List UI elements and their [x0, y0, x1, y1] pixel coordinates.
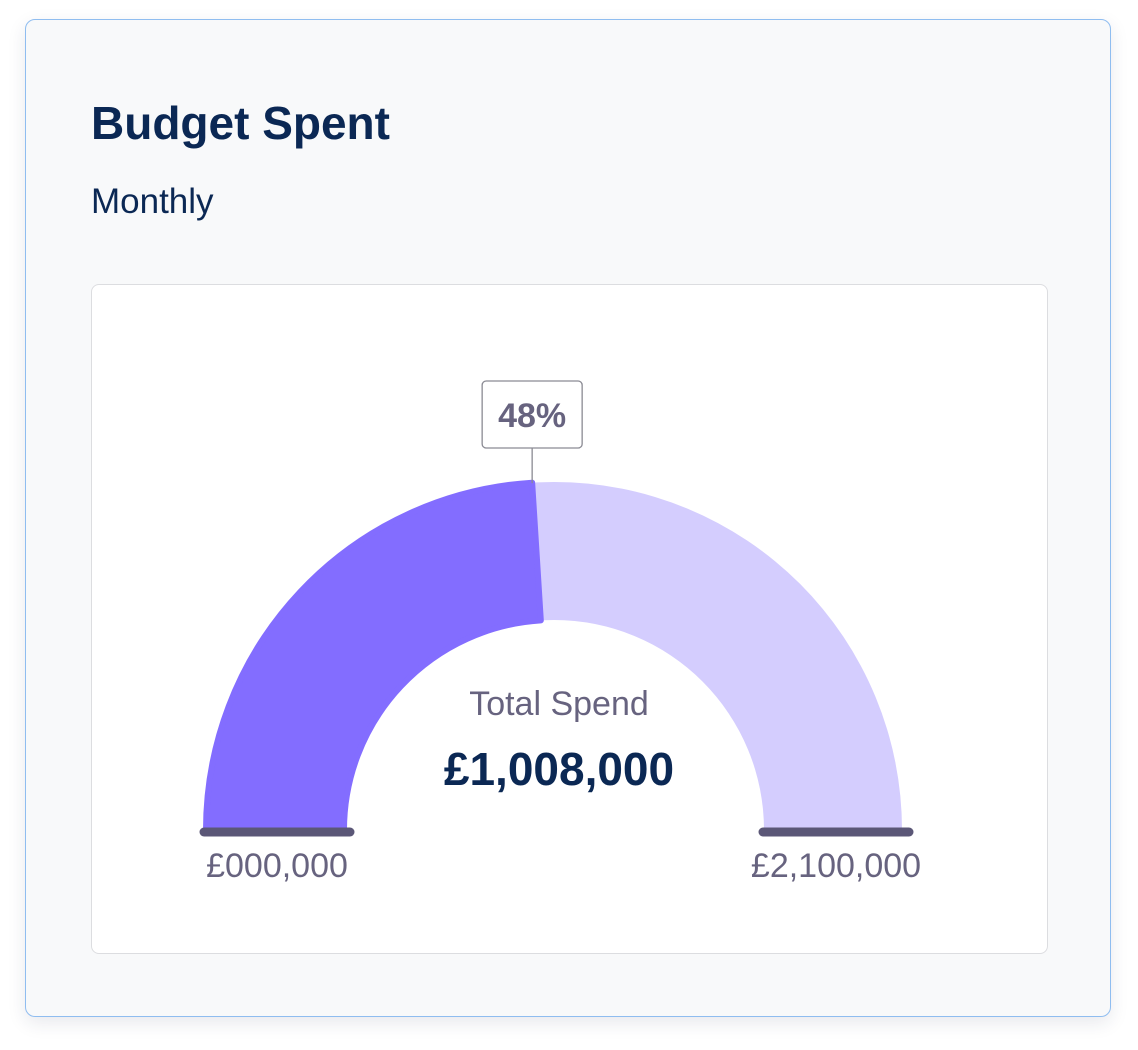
budget-spent-card: Budget Spent Monthly 48% Total Spend £1,… [25, 19, 1111, 1017]
gauge-max-label: £2,100,000 [751, 847, 921, 885]
total-spend-label: Total Spend [469, 685, 649, 723]
gauge-filled-arc [203, 479, 544, 833]
card-title: Budget Spent [91, 97, 390, 149]
gauge-min-label: £000,000 [206, 847, 348, 885]
total-spend-value: £1,008,000 [444, 743, 674, 795]
percent-callout-label: 48% [498, 397, 566, 435]
gauge-chart-panel: 48% Total Spend £1,008,000 £000,000 £2,1… [91, 284, 1048, 954]
percent-callout-box [481, 380, 583, 449]
card-subtitle: Monthly [91, 182, 214, 221]
gauge-chart: 48% Total Spend £1,008,000 £000,000 £2,1… [199, 380, 921, 885]
